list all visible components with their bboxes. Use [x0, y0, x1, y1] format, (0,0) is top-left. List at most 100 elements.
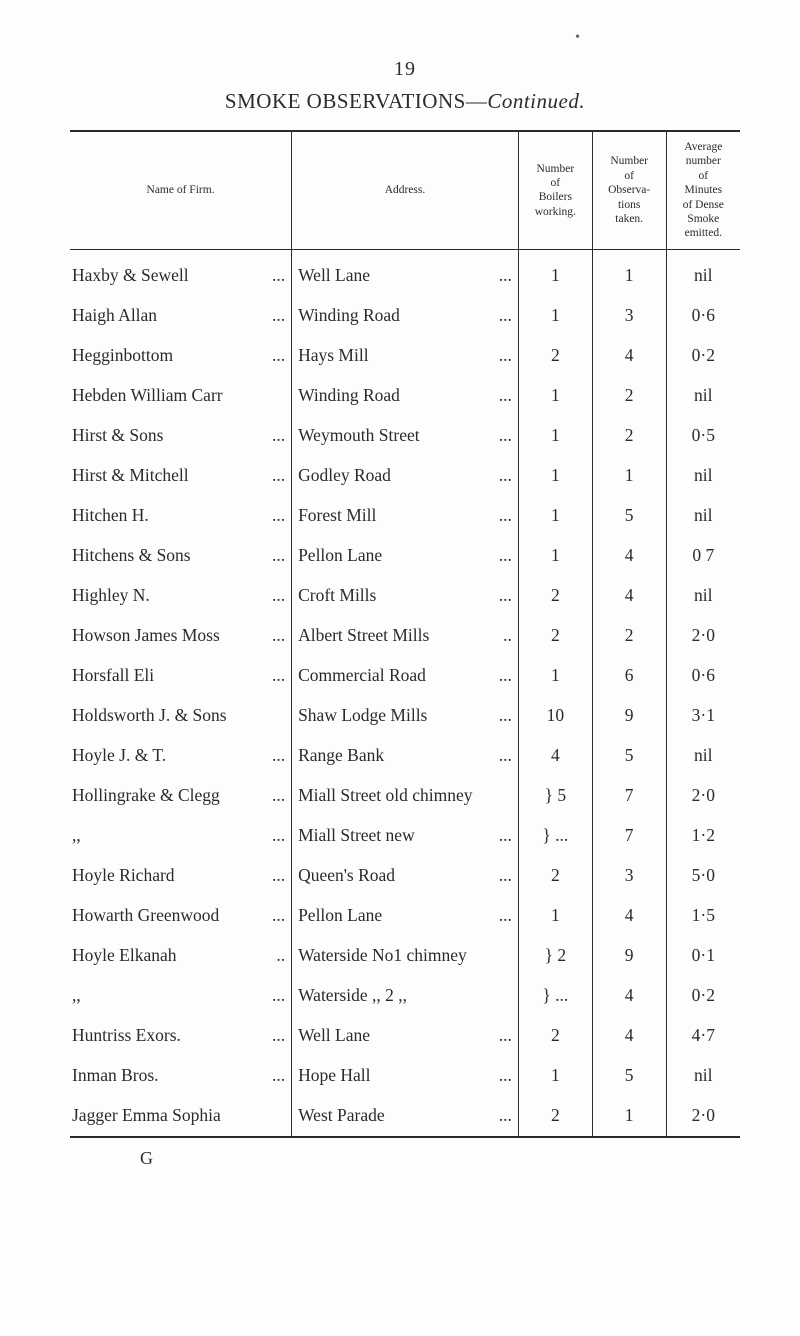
cell-minutes: nil	[666, 496, 740, 536]
cell-boilers: 2	[518, 856, 592, 896]
cell-observations: 1	[592, 456, 666, 496]
cell-minutes: 1·2	[666, 816, 740, 856]
cell-observations: 3	[592, 856, 666, 896]
col-name: Name of Firm.	[70, 131, 292, 249]
cell-address: Shaw Lodge Mills ...	[292, 696, 519, 736]
cell-boilers: } ...	[518, 976, 592, 1016]
observations-table: Name of Firm. Address. Number of Boilers…	[70, 130, 740, 1138]
cell-minutes: nil	[666, 376, 740, 416]
cell-address: Waterside ,, 2 ,,	[292, 976, 519, 1016]
cell-address: Winding Road ...	[292, 296, 519, 336]
cell-minutes: 5·0	[666, 856, 740, 896]
cell-firm-name: Hoyle Elkanah ..	[70, 936, 292, 976]
cell-address: Godley Road ...	[292, 456, 519, 496]
table-row: Howarth Greenwood ...Pellon Lane ...141·…	[70, 896, 740, 936]
cell-address: Waterside No1 chimney	[292, 936, 519, 976]
cell-firm-name: Jagger Emma Sophia	[70, 1096, 292, 1137]
col-observa: Number of Observa- tions taken.	[592, 131, 666, 249]
cell-boilers: 1	[518, 1056, 592, 1096]
cell-firm-name: Hoyle J. & T. ...	[70, 736, 292, 776]
table-row: ,, ...Miall Street new ...} ...71·2	[70, 816, 740, 856]
cell-address: Miall Street new ...	[292, 816, 519, 856]
cell-observations: 1	[592, 1096, 666, 1137]
cell-boilers: 1	[518, 256, 592, 296]
cell-address: Forest Mill ...	[292, 496, 519, 536]
table-row: Hirst & Sons ...Weymouth Street ...120·5	[70, 416, 740, 456]
table-row: Jagger Emma Sophia West Parade ...212·0	[70, 1096, 740, 1137]
table-row: Hebden William Carr Winding Road ...12ni…	[70, 376, 740, 416]
cell-minutes: 2·0	[666, 776, 740, 816]
cell-address: Hope Hall ...	[292, 1056, 519, 1096]
cell-observations: 1	[592, 256, 666, 296]
cell-firm-name: Hitchens & Sons ...	[70, 536, 292, 576]
cell-boilers: 1	[518, 896, 592, 936]
cell-firm-name: Hollingrake & Clegg ...	[70, 776, 292, 816]
cell-boilers: 1	[518, 656, 592, 696]
cell-firm-name: ,, ...	[70, 976, 292, 1016]
cell-firm-name: ,, ...	[70, 816, 292, 856]
table-header-row: Name of Firm. Address. Number of Boilers…	[70, 131, 740, 249]
table-row: Hoyle J. & T. ...Range Bank ...45nil	[70, 736, 740, 776]
cell-boilers: 2	[518, 1016, 592, 1056]
cell-boilers: 1	[518, 456, 592, 496]
cell-minutes: 0·1	[666, 936, 740, 976]
col-address: Address.	[292, 131, 519, 249]
cell-minutes: 2·0	[666, 1096, 740, 1137]
cell-observations: 5	[592, 496, 666, 536]
decorative-dot: •	[575, 30, 580, 46]
cell-observations: 5	[592, 736, 666, 776]
table-row: Haigh Allan ...Winding Road ...130·6	[70, 296, 740, 336]
cell-observations: 4	[592, 1016, 666, 1056]
cell-address: Well Lane ...	[292, 1016, 519, 1056]
cell-minutes: nil	[666, 1056, 740, 1096]
cell-firm-name: Hirst & Sons ...	[70, 416, 292, 456]
cell-firm-name: Haigh Allan ...	[70, 296, 292, 336]
cell-observations: 4	[592, 576, 666, 616]
cell-minutes: nil	[666, 736, 740, 776]
cell-minutes: 0·2	[666, 976, 740, 1016]
cell-firm-name: Howarth Greenwood ...	[70, 896, 292, 936]
cell-firm-name: Hoyle Richard ...	[70, 856, 292, 896]
cell-boilers: 1	[518, 376, 592, 416]
cell-minutes: 2·0	[666, 616, 740, 656]
cell-boilers: 4	[518, 736, 592, 776]
cell-address: Queen's Road ...	[292, 856, 519, 896]
cell-observations: 2	[592, 376, 666, 416]
col-minutes: Average number of Minutes of Dense Smoke…	[666, 131, 740, 249]
cell-observations: 2	[592, 416, 666, 456]
title-main: SMOKE OBSERVATIONS—	[225, 89, 487, 113]
cell-observations: 9	[592, 696, 666, 736]
cell-minutes: 0·5	[666, 416, 740, 456]
cell-firm-name: Hegginbottom ...	[70, 336, 292, 376]
cell-minutes: nil	[666, 256, 740, 296]
table-row: Haxby & Sewell ...Well Lane ...11nil	[70, 256, 740, 296]
cell-minutes: 4·7	[666, 1016, 740, 1056]
cell-observations: 4	[592, 536, 666, 576]
table-row: Holdsworth J. & Sons Shaw Lodge Mills ..…	[70, 696, 740, 736]
cell-address: Range Bank ...	[292, 736, 519, 776]
col-boilers: Number of Boilers working.	[518, 131, 592, 249]
cell-address: West Parade ...	[292, 1096, 519, 1137]
table-row: Hoyle Elkanah ..Waterside No1 chimney } …	[70, 936, 740, 976]
table-row: Howson James Moss ...Albert Street Mills…	[70, 616, 740, 656]
cell-observations: 9	[592, 936, 666, 976]
table-row: Inman Bros. ...Hope Hall ...15nil	[70, 1056, 740, 1096]
cell-boilers: 2	[518, 576, 592, 616]
table-row: Huntriss Exors. ...Well Lane ...244·7	[70, 1016, 740, 1056]
cell-address: Hays Mill ...	[292, 336, 519, 376]
cell-boilers: } ...	[518, 816, 592, 856]
cell-observations: 4	[592, 336, 666, 376]
cell-boilers: 1	[518, 416, 592, 456]
cell-address: Weymouth Street ...	[292, 416, 519, 456]
cell-observations: 3	[592, 296, 666, 336]
cell-boilers: } 5	[518, 776, 592, 816]
cell-observations: 7	[592, 816, 666, 856]
table-row: Hoyle Richard ...Queen's Road ...235·0	[70, 856, 740, 896]
signature-mark: G	[70, 1148, 740, 1169]
cell-address: Commercial Road ...	[292, 656, 519, 696]
cell-firm-name: Haxby & Sewell ...	[70, 256, 292, 296]
cell-boilers: } 2	[518, 936, 592, 976]
cell-observations: 4	[592, 976, 666, 1016]
cell-observations: 2	[592, 616, 666, 656]
table-row: Highley N. ...Croft Mills ...24nil	[70, 576, 740, 616]
